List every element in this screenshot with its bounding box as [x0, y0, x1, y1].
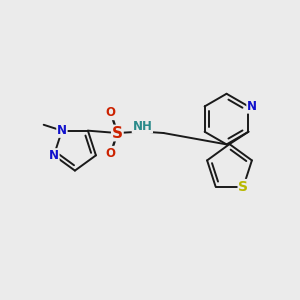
- Text: NH: NH: [132, 120, 152, 133]
- Text: N: N: [49, 149, 59, 162]
- Text: O: O: [106, 106, 116, 119]
- Text: O: O: [106, 146, 116, 160]
- Text: N: N: [247, 100, 257, 113]
- Text: S: S: [112, 125, 123, 140]
- Text: S: S: [238, 180, 248, 194]
- Text: N: N: [57, 124, 67, 137]
